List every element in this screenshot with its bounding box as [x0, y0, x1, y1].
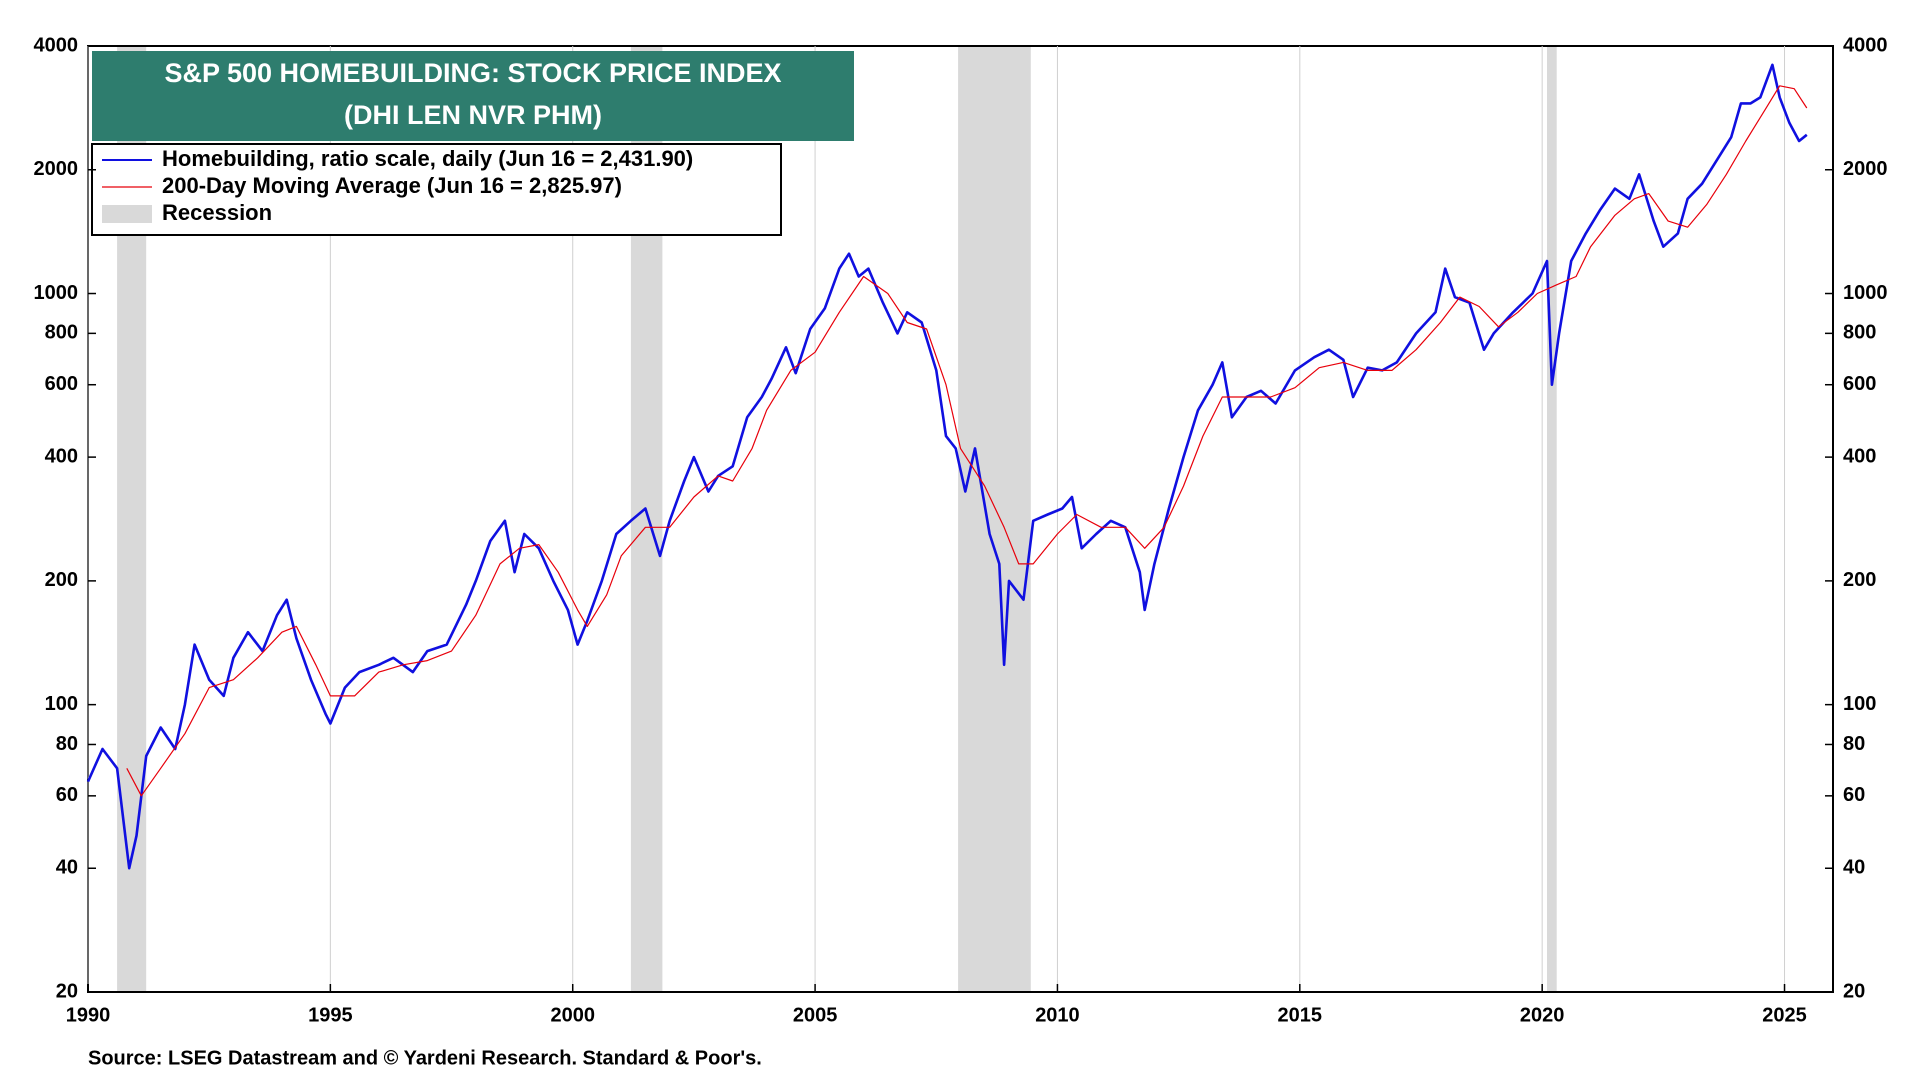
y-tick-label: 200	[45, 569, 78, 591]
series-line	[126, 85, 1808, 797]
y-tick-label: 100	[45, 693, 78, 715]
recession-band	[958, 47, 1031, 991]
y2-tick-label: 40	[1843, 857, 1865, 879]
series-line	[86, 63, 1808, 870]
y-tick-label: 1000	[34, 282, 79, 304]
legend-label: Homebuilding, ratio scale, daily (Jun 16…	[162, 146, 693, 171]
y-tick-label: 800	[45, 322, 78, 344]
y2-tick-label: 2000	[1843, 158, 1888, 180]
x-tick-label: 2025	[1762, 1004, 1807, 1026]
x-tick-label: 1990	[66, 1004, 111, 1026]
y-tick-label: 600	[45, 373, 78, 395]
recession-band	[1547, 47, 1557, 991]
y2-tick-label: 200	[1843, 569, 1876, 591]
y-tick-label: 2000	[34, 158, 79, 180]
y2-tick-label: 1000	[1843, 282, 1888, 304]
x-tick-label: 2010	[1035, 1004, 1080, 1026]
y2-tick-label: 4000	[1843, 34, 1888, 56]
y2-tick-label: 100	[1843, 693, 1876, 715]
x-tick-label: 2005	[793, 1004, 838, 1026]
x-tick-label: 2015	[1278, 1004, 1323, 1026]
y-tick-label: 4000	[34, 34, 79, 56]
y-tick-label: 80	[56, 733, 78, 755]
y2-tick-label: 600	[1843, 373, 1876, 395]
y2-tick-label: 80	[1843, 733, 1865, 755]
title-box	[92, 51, 854, 141]
x-tick-label: 2000	[550, 1004, 595, 1026]
y-tick-label: 400	[45, 445, 78, 467]
y2-tick-label: 800	[1843, 322, 1876, 344]
y2-tick-label: 20	[1843, 980, 1865, 1002]
legend	[91, 143, 782, 236]
x-tick-label: 1995	[308, 1004, 353, 1026]
legend-swatch	[102, 205, 152, 223]
y2-tick-label: 60	[1843, 784, 1865, 806]
y-tick-label: 40	[56, 857, 78, 879]
legend-label: 200-Day Moving Average (Jun 16 = 2,825.9…	[162, 173, 622, 198]
chart-subtitle: (DHI LEN NVR PHM)	[344, 100, 602, 130]
y-tick-label: 60	[56, 784, 78, 806]
legend-label: Recession	[162, 200, 272, 225]
y2-tick-label: 400	[1843, 445, 1876, 467]
source-note: Source: LSEG Datastream and © Yardeni Re…	[88, 1047, 762, 1069]
x-tick-label: 2020	[1520, 1004, 1565, 1026]
y-tick-label: 20	[56, 980, 78, 1002]
chart-title: S&P 500 HOMEBUILDING: STOCK PRICE INDEX	[164, 58, 781, 88]
